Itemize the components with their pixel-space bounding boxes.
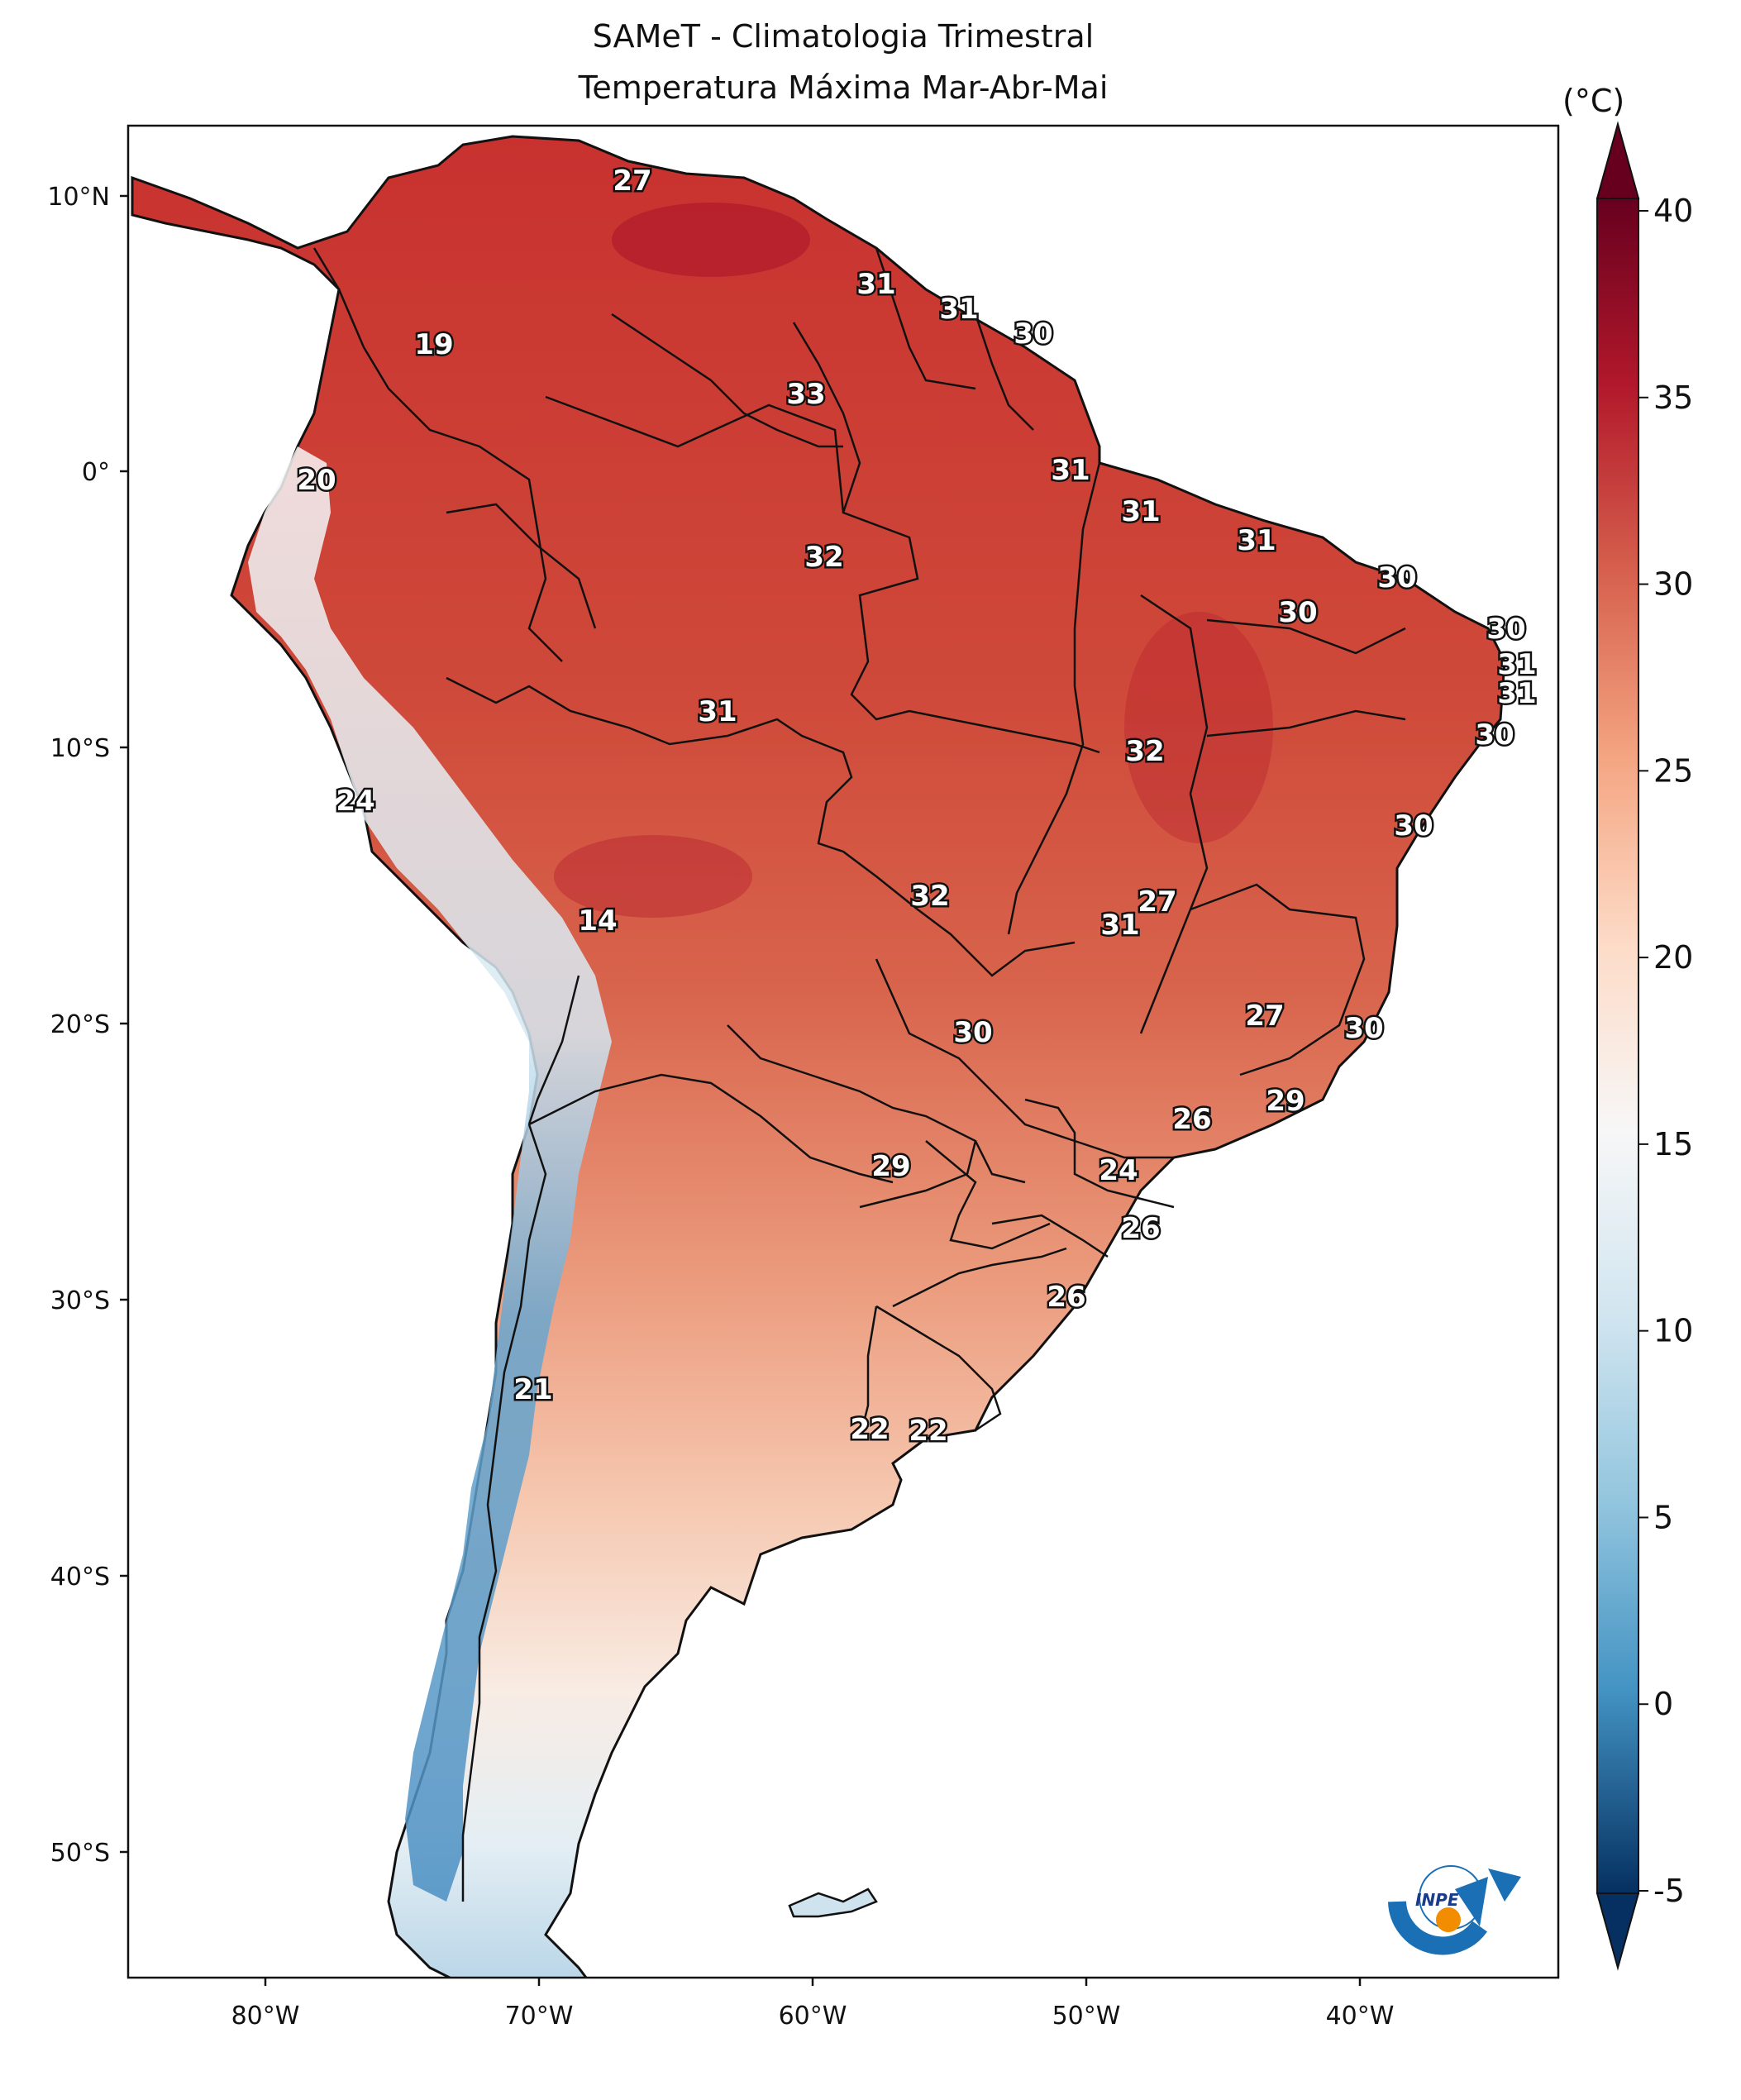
- temp-label: 31: [1497, 648, 1536, 681]
- colorbar: 40 35 30 25 20 15 10 5 0 -5: [1596, 121, 1693, 1971]
- temp-label: 14: [578, 904, 617, 938]
- temp-label: 31: [856, 268, 895, 301]
- temp-label: 22: [850, 1413, 889, 1446]
- temp-label: 29: [871, 1150, 910, 1183]
- colorbar-tick-label: 40: [1653, 193, 1693, 229]
- lat-tick-label: 10°S: [50, 734, 110, 763]
- colorbar-tick-label: 20: [1653, 939, 1693, 976]
- temp-label: 31: [1237, 524, 1276, 557]
- colorbar-bottom-arrow: [1596, 1892, 1640, 1971]
- lon-tick-label: 50°W: [1052, 2002, 1121, 2031]
- temp-label: 24: [1099, 1154, 1138, 1187]
- temp-label: 30: [1394, 809, 1433, 842]
- map-subtitle: Temperatura Máxima Mar-Abr-Mai: [578, 69, 1109, 106]
- colorbar-top-arrow: [1596, 121, 1640, 199]
- temp-label: 30: [953, 1016, 992, 1049]
- temp-label: 31: [1051, 454, 1090, 487]
- colorbar-tick-label: 30: [1653, 566, 1693, 603]
- lat-tick-label: 10°N: [47, 183, 110, 212]
- temp-label: 31: [1497, 677, 1536, 710]
- hot-core-central: [554, 835, 752, 918]
- lon-tick-label: 40°W: [1326, 2002, 1395, 2031]
- lon-tick-label: 60°W: [779, 2002, 847, 2031]
- lon-tick-label: 80°W: [231, 2002, 300, 2031]
- temp-label: 30: [1377, 561, 1416, 594]
- map-area: [131, 135, 1506, 1978]
- lon-ticks: 80°W 70°W 60°W 50°W 40°W: [231, 1978, 1395, 2031]
- map-frame: [126, 124, 1560, 1979]
- borders: [312, 247, 1406, 1902]
- temp-label: 27: [613, 165, 651, 198]
- logo-text: INPE: [1415, 1890, 1459, 1910]
- colorbar-tick-label: 5: [1653, 1499, 1673, 1535]
- falkland-islands: [788, 1888, 878, 1918]
- andes-cool-band: [248, 446, 612, 1902]
- temp-label: 30: [1475, 718, 1514, 752]
- temp-label: 30: [1486, 613, 1525, 646]
- temp-label: 20: [297, 464, 336, 497]
- temp-label: 26: [1172, 1103, 1211, 1136]
- temp-label: 26: [1047, 1281, 1085, 1314]
- map-title: SAMeT - Climatologia Trimestral: [592, 18, 1095, 55]
- temp-label: 22: [909, 1415, 947, 1448]
- inpe-logo: INPE: [1388, 1865, 1521, 1955]
- colorbar-tick-label: -5: [1653, 1873, 1685, 1909]
- colorbar-tick-label: 35: [1653, 379, 1693, 416]
- temp-label: 29: [1266, 1085, 1305, 1118]
- temp-label: 31: [939, 293, 978, 326]
- temp-label: 31: [1100, 909, 1139, 942]
- temp-label: 24: [336, 785, 374, 818]
- hot-core-northeast: [1124, 612, 1273, 843]
- colorbar-tick-label: 0: [1653, 1686, 1673, 1722]
- temp-label: 27: [1138, 885, 1176, 919]
- colorbar-tick-label: 25: [1653, 752, 1693, 789]
- colorbar-tick-label: 15: [1653, 1126, 1693, 1162]
- colorbar-bar: [1596, 198, 1639, 1894]
- temp-label: 30: [1014, 317, 1052, 351]
- temp-label: 30: [1344, 1012, 1383, 1045]
- colorbar-unit: (°C): [1562, 83, 1625, 119]
- lat-tick-label: 40°S: [50, 1563, 110, 1592]
- temp-label: 27: [1245, 1000, 1284, 1033]
- temperature-labels: 27 31 31 30 19 33 31 20 31 31 30 32 30 3…: [295, 163, 1538, 1450]
- lon-tick-label: 70°W: [505, 2002, 574, 2031]
- lat-tick-label: 0°: [82, 458, 110, 487]
- temp-label: 31: [698, 695, 737, 728]
- lat-tick-label: 30°S: [50, 1286, 110, 1315]
- temp-label: 19: [414, 328, 453, 361]
- lat-tick-label: 20°S: [50, 1010, 110, 1039]
- temp-label: 32: [910, 880, 949, 913]
- temp-label: 32: [1125, 735, 1164, 768]
- lat-ticks: 10°N 0° 10°S 20°S 30°S 40°S 50°S: [47, 183, 128, 1868]
- temp-label: 31: [1121, 495, 1160, 528]
- temp-label: 30: [1278, 596, 1317, 629]
- lat-tick-label: 50°S: [50, 1839, 110, 1868]
- temp-label: 32: [804, 541, 843, 574]
- temp-label: 21: [513, 1373, 552, 1406]
- temp-label: 33: [786, 378, 825, 411]
- temp-label: 26: [1121, 1212, 1160, 1245]
- hot-core-venezuela: [612, 203, 810, 277]
- colorbar-tick-label: 10: [1653, 1313, 1693, 1349]
